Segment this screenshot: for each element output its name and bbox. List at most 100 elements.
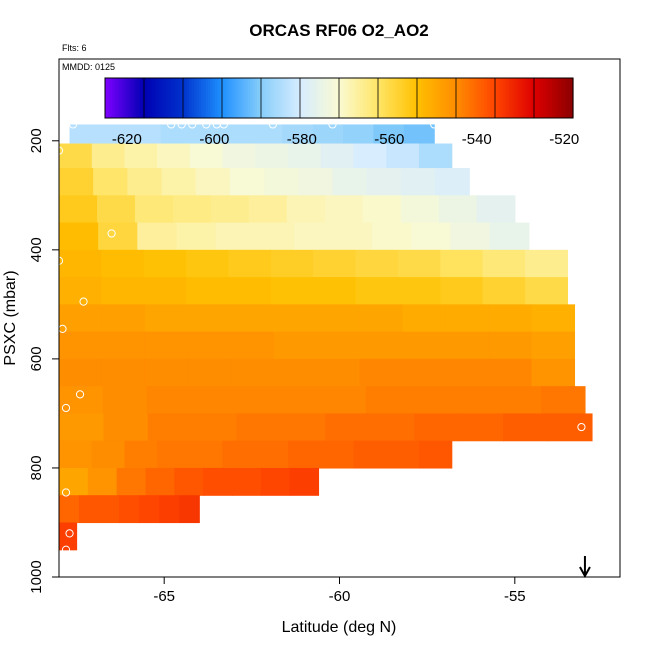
heat-cell xyxy=(313,249,357,278)
colorbar-segment xyxy=(434,78,438,118)
heat-cell xyxy=(228,277,272,305)
y-axis-label: PSXC (mbar) xyxy=(2,270,19,365)
colorbar-segment xyxy=(161,78,165,118)
heat-cell xyxy=(230,304,275,333)
colorbar-segment xyxy=(470,78,473,118)
heat-cell xyxy=(325,413,371,442)
colorbar-segment xyxy=(558,78,562,118)
colorbar-segment xyxy=(219,78,223,118)
heat-cell xyxy=(79,495,100,524)
heat-cell xyxy=(101,304,146,333)
colorbar-segment xyxy=(224,78,228,118)
heat-cell xyxy=(186,277,230,305)
heat-cell xyxy=(324,195,364,224)
heat-cell xyxy=(435,168,470,196)
colorbar-segment xyxy=(130,78,134,118)
heat-cell xyxy=(386,143,420,169)
data-point xyxy=(188,120,197,129)
colorbar-segment xyxy=(189,78,193,118)
heat-cell xyxy=(69,124,101,145)
colorbar-segment xyxy=(512,78,516,118)
colorbar-segment xyxy=(530,78,534,118)
colorbar-frame xyxy=(104,77,574,119)
heat-cell xyxy=(525,277,569,305)
colorbar-segment xyxy=(411,78,415,118)
colorbar-segment xyxy=(397,78,401,118)
colorbar-segment xyxy=(465,78,469,118)
colorbar-segment xyxy=(306,78,310,118)
colorbar-segment xyxy=(537,78,541,118)
colorbar-segment xyxy=(198,78,202,118)
colorbar-segment xyxy=(205,78,209,118)
heat-cell xyxy=(222,440,256,469)
colorbar-segment xyxy=(280,78,284,118)
observation-points xyxy=(54,120,586,554)
heat-cell xyxy=(254,222,295,251)
heat-cell xyxy=(402,358,447,387)
colorbar-segment xyxy=(282,78,286,118)
colorbar-segment xyxy=(374,78,378,118)
heat-cell xyxy=(190,386,235,415)
heat-cell xyxy=(102,386,148,415)
y-tick-label: 400 xyxy=(28,237,45,262)
heat-cell xyxy=(176,222,217,251)
heat-cell xyxy=(127,168,163,196)
heat-cell xyxy=(359,358,404,387)
colorbar-segment xyxy=(200,78,204,118)
colorbar-segment xyxy=(266,78,270,118)
colorbar-segment xyxy=(425,78,429,118)
heat-cell xyxy=(288,440,322,469)
colorbar-segment xyxy=(336,78,340,118)
data-point xyxy=(177,120,186,129)
heat-cell xyxy=(230,358,275,387)
colorbar-segment xyxy=(292,78,296,118)
heat-cell xyxy=(103,413,149,442)
heat-cell xyxy=(147,413,193,442)
colorbar-segment xyxy=(350,78,354,118)
heat-cell xyxy=(144,304,189,333)
colorbar-segment xyxy=(275,78,279,118)
heat-cell xyxy=(369,413,415,442)
colorbar-segment xyxy=(214,78,218,118)
heat-cell xyxy=(96,195,136,224)
colorbar-segment xyxy=(406,78,410,118)
heat-cell xyxy=(278,386,323,415)
heat-cell xyxy=(59,358,103,387)
colorbar-segment xyxy=(388,78,392,118)
colorbar-segment xyxy=(556,78,560,118)
colorbar-segment xyxy=(423,78,427,118)
heat-cell xyxy=(355,277,399,305)
colorbar-segment xyxy=(456,78,459,118)
heat-cell xyxy=(159,495,180,524)
heat-cell xyxy=(101,249,145,278)
heat-cell xyxy=(101,358,146,387)
colorbar-segment xyxy=(353,78,356,118)
heat-cell xyxy=(174,467,204,496)
colorbar-segment xyxy=(570,78,574,118)
colorbar-segment xyxy=(212,78,216,118)
colorbar-segment xyxy=(495,78,499,118)
heat-cell xyxy=(93,168,128,196)
heat-cell xyxy=(372,222,412,251)
heat-cell xyxy=(145,467,175,496)
colorbar-segment xyxy=(191,78,195,118)
heat-cell xyxy=(482,277,526,305)
y-tick-label: 1000 xyxy=(28,560,45,593)
colorbar-segment xyxy=(114,78,118,118)
heat-cell xyxy=(298,168,334,196)
colorbar-segment xyxy=(371,78,375,118)
colorbar-segment xyxy=(544,78,548,118)
colorbar-segment xyxy=(179,78,183,118)
colorbar-segment xyxy=(484,78,488,118)
data-point xyxy=(61,545,71,554)
heat-cell xyxy=(273,358,318,387)
heat-cell xyxy=(139,495,160,524)
heat-cell xyxy=(134,195,174,224)
colorbar-segment xyxy=(348,78,352,118)
colorbar-segment xyxy=(533,78,537,118)
data-point xyxy=(202,120,211,129)
heat-cell xyxy=(229,168,265,196)
colorbar-segment xyxy=(257,78,261,118)
heat-cell xyxy=(476,195,516,224)
